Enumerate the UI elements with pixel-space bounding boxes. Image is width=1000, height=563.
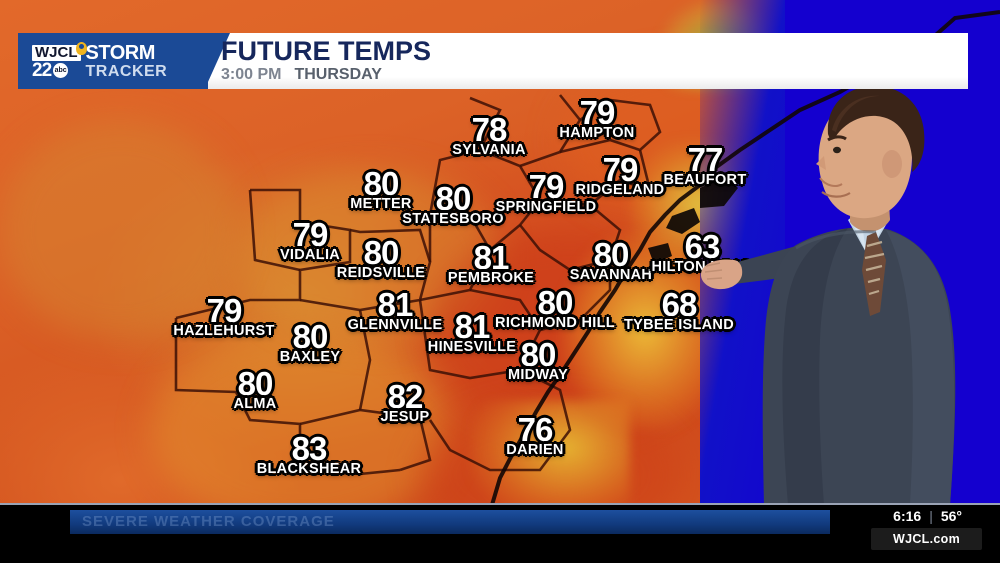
forecast-time: 3:00 PM (221, 66, 282, 83)
current-time: 6:16 (893, 508, 922, 524)
city-temp: 79 HAZLEHURST (173, 292, 275, 339)
abc-network-icon: abc (53, 62, 69, 78)
city-temp: 82 JESUP (380, 378, 430, 425)
city-temp: 80 METTER (350, 165, 412, 212)
city-temp: 81 HINESVILLE (427, 308, 517, 355)
city-temp: 78 SYLVANIA (452, 111, 526, 158)
heat-blob (0, 120, 240, 340)
banner-blue-panel (18, 33, 208, 89)
city-temp: 76 DARIEN (506, 411, 564, 458)
channel-number: 22 (32, 59, 52, 81)
banner-subtitle: 3:00 PM THURSDAY (221, 66, 431, 84)
city-temp: 80 REIDSVILLE (336, 234, 426, 281)
page-title: FUTURE TEMPS (221, 36, 432, 66)
current-temperature: 56° (940, 508, 962, 524)
city-temp: 68 TYBEE ISLAND (624, 286, 734, 333)
logo-brand-block: STORM TRACKER (76, 42, 168, 80)
city-temp: 80 STATESBORO (402, 180, 504, 227)
logo-station-block: WJCL 22 abc (32, 44, 81, 81)
city-temp: 81 GLENNVILLE (347, 286, 443, 333)
forecast-day: THURSDAY (294, 66, 382, 83)
ticker-text: SEVERE WEATHER COVERAGE (82, 513, 335, 530)
city-temp: 80 BAXLEY (279, 318, 341, 365)
city-temp: 80 MIDWAY (507, 336, 569, 383)
station-logo[interactable]: WJCL 22 abc STORM TRACKER (32, 39, 192, 84)
city-temp: 79 SPRINGFIELD (495, 168, 597, 215)
logo-channel-row: 22 abc (32, 59, 69, 81)
clock-separator: | (929, 508, 933, 524)
city-temp: 80 RICHMOND HILL (495, 284, 615, 331)
city-temp: 83 BLACKSHEAR (256, 430, 362, 477)
clock-temp-row: 6:16 | 56° (893, 508, 962, 524)
city-temp: 81 PEMBROKE (447, 239, 535, 286)
city-temp: 79 VIDALIA (279, 216, 341, 263)
storm-person-icon (76, 42, 87, 55)
city-temp: 77 BEAUFORT (663, 141, 747, 188)
news-ticker: SEVERE WEATHER COVERAGE (70, 510, 830, 534)
city-temp: 79 HAMPTON (559, 94, 635, 141)
banner-title-block: FUTURE TEMPS 3:00 PM THURSDAY (221, 37, 431, 84)
city-temp: 79 RIDGELAND (575, 151, 665, 198)
station-callsign: WJCL (32, 44, 81, 61)
city-temp: 80 ALMA (233, 365, 277, 412)
header-banner: WJCL 22 abc STORM TRACKER FUTURE TEMPS 3… (18, 33, 968, 89)
footer-divider (0, 503, 1000, 505)
city-temp: 80 SAVANNAH (569, 236, 653, 283)
website-url: WJCL.com (893, 532, 960, 546)
brand-storm-text: STORM (85, 42, 156, 64)
weather-map: 79 HAMPTON 78 SYLVANIA 79 RIDGELAND 77 BEAUF… (0, 0, 1000, 505)
website-badge[interactable]: WJCL.com (871, 528, 982, 550)
brand-tracker-text: TRACKER (85, 63, 168, 80)
meteorologist (700, 86, 956, 505)
heat-blob (150, 330, 450, 505)
